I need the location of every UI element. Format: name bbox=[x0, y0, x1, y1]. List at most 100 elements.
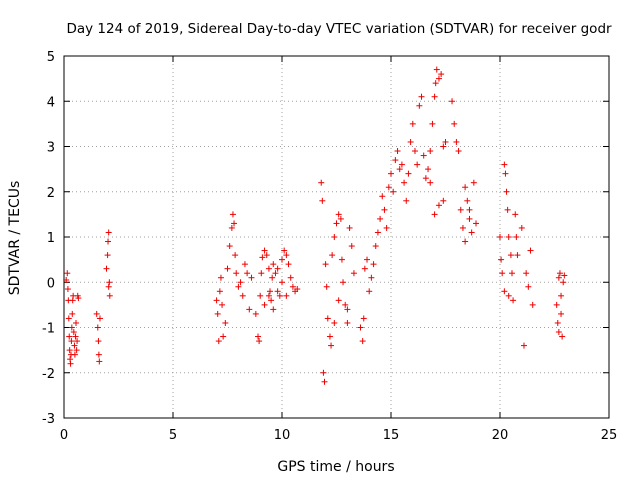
data-point bbox=[466, 215, 473, 222]
data-point bbox=[215, 338, 222, 345]
data-point bbox=[558, 310, 565, 317]
data-point bbox=[93, 310, 100, 317]
data-point bbox=[74, 338, 81, 345]
data-point bbox=[462, 184, 469, 191]
data-point bbox=[499, 270, 506, 277]
data-point bbox=[68, 338, 75, 345]
data-point bbox=[502, 170, 509, 177]
data-point bbox=[318, 179, 325, 186]
data-point bbox=[67, 360, 74, 367]
data-point bbox=[360, 315, 367, 322]
data-point bbox=[394, 148, 401, 155]
data-point bbox=[338, 256, 345, 263]
data-point bbox=[337, 215, 344, 222]
data-point bbox=[106, 279, 113, 286]
data-point bbox=[385, 184, 392, 191]
data-point bbox=[276, 292, 283, 299]
data-point bbox=[470, 179, 477, 186]
data-point bbox=[329, 252, 336, 259]
data-point bbox=[390, 188, 397, 195]
data-point bbox=[71, 342, 78, 349]
data-point bbox=[455, 148, 462, 155]
data-point bbox=[258, 270, 265, 277]
data-point bbox=[103, 265, 110, 272]
data-point bbox=[248, 274, 255, 281]
data-point bbox=[368, 274, 375, 281]
data-point bbox=[414, 161, 421, 168]
data-point bbox=[244, 270, 251, 277]
data-point bbox=[497, 234, 503, 240]
data-point bbox=[331, 234, 338, 240]
data-point bbox=[331, 319, 338, 326]
data-point bbox=[501, 288, 508, 295]
data-point bbox=[246, 306, 253, 313]
data-point bbox=[75, 295, 82, 302]
data-point bbox=[504, 206, 511, 213]
data-point bbox=[508, 270, 515, 277]
data-point bbox=[72, 319, 79, 326]
data-point bbox=[559, 333, 566, 340]
data-point bbox=[503, 188, 510, 195]
data-point bbox=[346, 224, 353, 231]
data-point bbox=[344, 319, 351, 326]
data-point bbox=[498, 256, 505, 263]
data-point bbox=[377, 215, 384, 222]
data-point bbox=[321, 378, 328, 385]
data-point bbox=[285, 261, 292, 268]
data-point bbox=[323, 283, 330, 290]
data-point bbox=[66, 333, 73, 340]
data-point bbox=[270, 306, 277, 313]
data-point bbox=[222, 319, 229, 326]
data-point bbox=[272, 270, 279, 277]
data-point bbox=[466, 206, 473, 213]
data-point bbox=[512, 211, 519, 218]
data-point bbox=[462, 238, 469, 245]
data-point bbox=[232, 252, 239, 259]
data-point bbox=[213, 297, 220, 304]
data-point bbox=[411, 148, 418, 155]
y-tick-label: 1 bbox=[47, 231, 55, 246]
data-point bbox=[442, 138, 449, 145]
data-point bbox=[418, 93, 425, 100]
data-point bbox=[453, 138, 460, 145]
data-point bbox=[405, 170, 412, 177]
data-point bbox=[65, 315, 72, 322]
data-point bbox=[96, 358, 103, 365]
data-point bbox=[501, 161, 508, 168]
y-tick-label: 0 bbox=[47, 276, 55, 291]
data-point bbox=[438, 71, 445, 78]
data-point bbox=[233, 270, 240, 277]
data-point bbox=[468, 229, 475, 236]
data-points bbox=[63, 66, 568, 385]
data-point bbox=[328, 342, 335, 349]
x-tick-label: 10 bbox=[274, 428, 291, 443]
data-point bbox=[429, 120, 436, 127]
data-point bbox=[348, 243, 355, 250]
data-point bbox=[425, 166, 432, 173]
data-point bbox=[69, 310, 76, 317]
y-tick-label: 4 bbox=[47, 95, 55, 110]
data-point bbox=[66, 347, 73, 354]
data-point bbox=[440, 143, 447, 150]
data-point bbox=[361, 265, 368, 272]
data-point bbox=[279, 256, 285, 263]
data-point bbox=[322, 261, 329, 268]
data-point bbox=[555, 329, 562, 336]
data-point bbox=[505, 292, 512, 299]
data-point bbox=[379, 193, 386, 200]
data-point bbox=[274, 288, 281, 295]
data-point bbox=[507, 252, 514, 259]
data-point bbox=[70, 329, 77, 336]
data-point bbox=[105, 238, 112, 245]
data-point bbox=[265, 292, 272, 299]
data-point bbox=[71, 351, 78, 358]
data-point bbox=[241, 261, 248, 268]
data-point bbox=[287, 274, 294, 281]
data-point bbox=[231, 220, 238, 227]
data-point bbox=[96, 315, 103, 322]
data-point bbox=[473, 220, 480, 227]
data-point bbox=[374, 229, 381, 236]
data-point bbox=[283, 252, 290, 259]
data-point bbox=[220, 333, 227, 340]
